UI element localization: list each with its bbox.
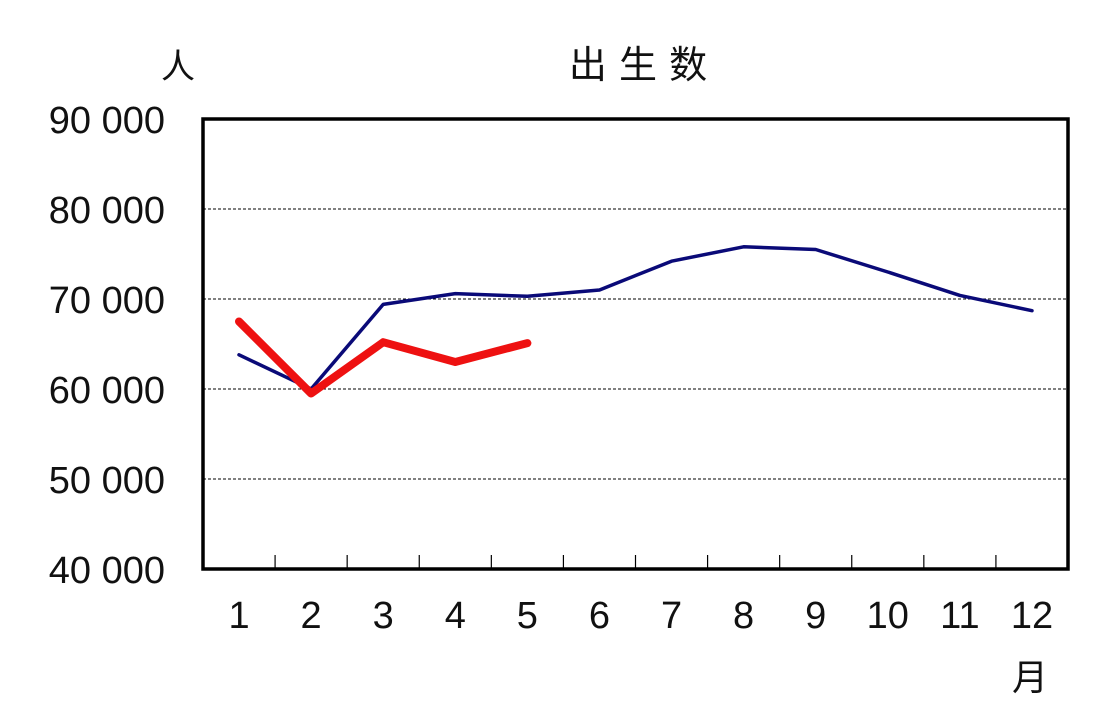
y-tick-label: 80 000: [49, 190, 165, 232]
x-tick-label: 7: [661, 595, 682, 637]
y-tick-label: 50 000: [49, 460, 165, 502]
x-unit-label: 月: [1012, 658, 1048, 699]
x-tick-label: 11: [940, 595, 979, 637]
plot-frame: [201, 117, 1070, 571]
x-tick-label: 1: [228, 595, 249, 637]
x-tick-label: 10: [867, 595, 909, 637]
x-tick-label: 9: [805, 595, 826, 637]
series-line-2: [235, 317, 532, 398]
y-tick-label: 90 000: [49, 100, 165, 142]
series-lines: [235, 245, 1034, 398]
y-tick-label: 60 000: [49, 370, 165, 412]
x-tick-label: 12: [1011, 595, 1053, 637]
x-tick-label: 4: [445, 595, 466, 637]
y-unit-label: 人: [161, 47, 195, 87]
y-tick-label: 40 000: [49, 550, 165, 592]
x-tick-label: 2: [301, 595, 322, 637]
x-tick-label: 5: [517, 595, 538, 637]
y-tick-label: 70 000: [49, 280, 165, 322]
x-tick-label: 6: [589, 595, 610, 637]
chart-title: 出 生 数: [569, 43, 707, 87]
x-axis-ticks: 1 2 3 4 5 6 7 8 9 10 11 12: [228, 555, 1053, 637]
x-tick-label: 8: [733, 595, 754, 637]
gridlines: [203, 208, 1068, 480]
series-line-1: [237, 245, 1034, 391]
y-axis-ticks: 40 000 50 000 60 000 70 000 80 000 90 000: [49, 100, 165, 592]
x-tick-label: 3: [373, 595, 394, 637]
